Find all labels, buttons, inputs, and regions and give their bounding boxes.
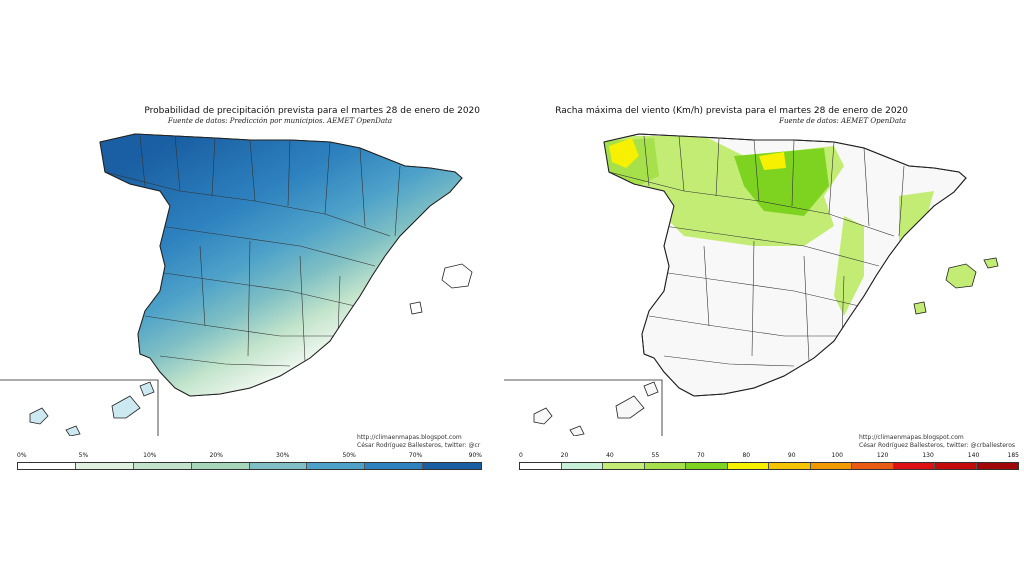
precipitation-legend-label: 30% xyxy=(276,452,290,459)
precipitation-map xyxy=(0,133,473,436)
right-map-subtitle: Fuente de datos: AEMET OpenData xyxy=(779,117,906,125)
wind-legend-label: 140 xyxy=(967,452,980,459)
left-map-title: Probabilidad de precipitación prevista p… xyxy=(144,106,480,116)
left-credit-author: César Rodríguez Ballesteros, twitter: @c… xyxy=(357,442,481,449)
wind-legend-label: 100 xyxy=(831,452,843,459)
wind-legend-swatch xyxy=(852,463,894,469)
canary-inset-frame-wind xyxy=(504,379,663,436)
right-credit-author: César Rodríguez Ballesteros, twitter: @c… xyxy=(859,442,1016,449)
balearic-islands-wind xyxy=(913,257,999,315)
balearic-islands xyxy=(409,263,473,315)
precipitation-legend-label: 0% xyxy=(17,452,27,459)
precipitation-legend-bar xyxy=(17,462,482,470)
precipitation-map-panel: Probabilidad de precipitación prevista p… xyxy=(0,96,500,476)
canary-inset-frame xyxy=(0,379,159,436)
precipitation-legend-swatch xyxy=(18,463,76,469)
left-credit-url: http://climaenmapas.blogspot.com xyxy=(357,434,462,441)
right-map-title: Racha máxima del viento (Km/h) prevista … xyxy=(555,106,908,116)
wind-map-panel: Racha máxima del viento (Km/h) prevista … xyxy=(504,96,1019,476)
precipitation-legend-label: 5% xyxy=(78,452,89,459)
precipitation-legend: 0% 5% 10% 20% 30% 50% 70% 90% xyxy=(17,452,482,476)
wind-legend-label: 120 xyxy=(876,452,889,459)
wind-legend-swatch xyxy=(893,463,935,469)
province-borders xyxy=(104,135,401,367)
wind-map xyxy=(504,133,999,436)
precipitation-field xyxy=(100,134,462,396)
left-map-credit: http://climaenmapas.blogspot.com César R… xyxy=(357,434,480,450)
wind-legend-swatch xyxy=(935,463,977,469)
precipitation-legend-swatch xyxy=(249,463,308,469)
precipitation-legend-label: 90% xyxy=(468,452,482,459)
precipitation-legend-swatch xyxy=(191,463,250,469)
wind-legend-swatch xyxy=(520,463,562,469)
wind-legend-label: 80 xyxy=(742,452,751,459)
precipitation-legend-swatch xyxy=(423,463,481,469)
precipitation-legend-swatch xyxy=(365,463,424,469)
precipitation-legend-swatch xyxy=(307,463,366,469)
precipitation-legend-label: 10% xyxy=(143,452,157,459)
precipitation-legend-label: 50% xyxy=(342,452,356,459)
canary-islands xyxy=(29,381,155,436)
wind-legend-swatch xyxy=(603,463,645,469)
left-map-subtitle: Fuente de datos: Predicción por municipi… xyxy=(167,117,392,125)
wind-legend-swatch xyxy=(810,463,852,469)
wind-legend-label: 185 xyxy=(1007,452,1019,459)
canary-islands-wind xyxy=(533,381,659,436)
precipitation-legend-label: 20% xyxy=(209,452,223,459)
wind-legend-swatch xyxy=(561,463,603,469)
wind-legend: 0 20 40 55 70 80 90 100 120 130 140 185 xyxy=(519,452,1019,476)
wind-legend-label: 40 xyxy=(606,452,614,459)
wind-legend-bar xyxy=(519,462,1019,470)
wind-legend-swatch xyxy=(976,463,1018,469)
wind-legend-label: 70 xyxy=(696,452,705,459)
wind-legend-swatch xyxy=(769,463,811,469)
wind-legend-swatch xyxy=(644,463,686,469)
right-map-credit: http://climaenmapas.blogspot.com César R… xyxy=(859,434,1015,450)
precipitation-legend-swatch xyxy=(75,463,134,469)
right-credit-url: http://climaenmapas.blogspot.com xyxy=(859,434,964,441)
wind-legend-label: 90 xyxy=(787,452,796,459)
wind-legend-swatch xyxy=(686,463,728,469)
wind-field xyxy=(604,136,934,316)
wind-legend-label: 0 xyxy=(519,452,523,459)
precipitation-legend-label: 70% xyxy=(408,452,423,459)
wind-legend-swatch xyxy=(727,463,769,469)
wind-legend-label: 20 xyxy=(560,452,569,459)
wind-legend-label: 55 xyxy=(651,452,660,459)
precipitation-legend-swatch xyxy=(133,463,192,469)
wind-legend-label: 130 xyxy=(922,452,934,459)
